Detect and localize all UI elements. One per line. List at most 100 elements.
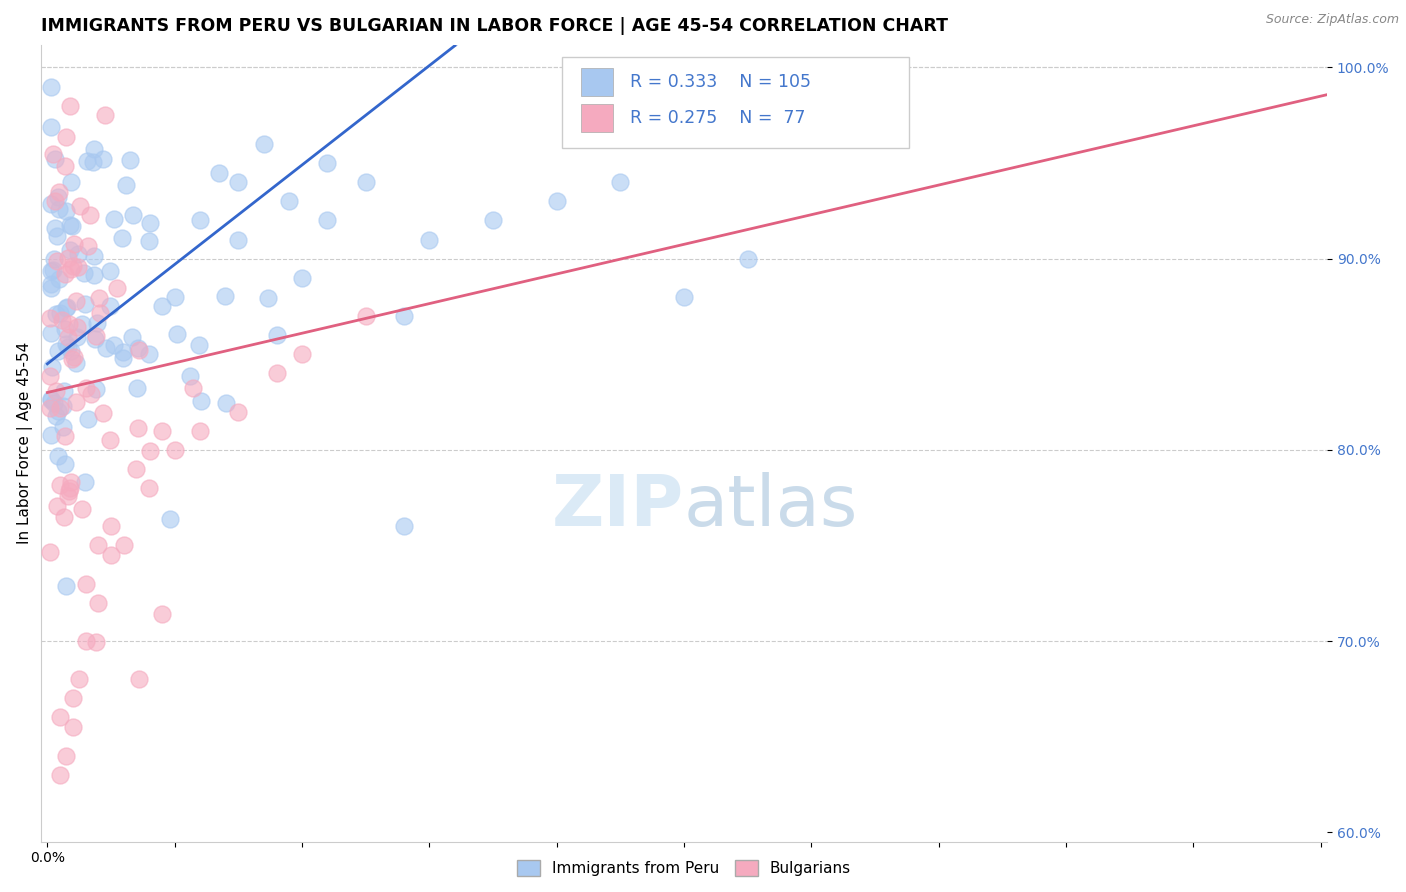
Point: [98, 298, 121, 312]
Point: [75, 634, 97, 648]
Point: [208, 165, 231, 179]
Point: [83, 268, 105, 283]
Point: [392, 309, 415, 323]
Point: [39, 392, 62, 406]
Point: [58, 317, 80, 331]
Point: [42, 252, 65, 266]
Point: [75, 381, 97, 395]
Point: [111, 351, 134, 366]
Point: [91, 406, 114, 420]
Point: [188, 213, 211, 227]
Point: [60, 176, 83, 190]
Point: [150, 299, 173, 313]
Point: [62, 260, 84, 274]
Point: [53, 322, 76, 336]
Text: ZIP: ZIP: [551, 473, 683, 541]
Point: [49, 768, 72, 782]
Point: [45, 384, 67, 399]
Point: [418, 233, 440, 247]
Point: [76, 153, 98, 168]
Point: [138, 444, 160, 458]
Point: [87, 291, 110, 305]
Point: [214, 289, 236, 303]
Point: [75, 297, 97, 311]
Point: [46, 190, 69, 204]
Point: [127, 342, 149, 356]
Point: [46, 449, 69, 463]
Point: [98, 433, 121, 447]
Point: [39, 79, 62, 94]
Point: [51, 312, 73, 326]
Point: [65, 395, 87, 409]
Point: [179, 368, 201, 383]
Point: [58, 252, 80, 266]
Point: [56, 489, 79, 503]
Point: [127, 421, 149, 435]
Point: [39, 197, 62, 211]
Point: [75, 576, 97, 591]
Point: [48, 202, 70, 217]
Point: [62, 691, 84, 706]
Point: [672, 290, 695, 304]
Point: [181, 381, 204, 395]
Point: [139, 216, 162, 230]
Point: [59, 475, 82, 490]
Point: [87, 596, 110, 610]
Point: [112, 538, 135, 552]
Point: [41, 359, 63, 374]
Point: [62, 219, 84, 233]
Point: [228, 233, 250, 247]
Point: [59, 218, 82, 232]
Point: [63, 350, 86, 364]
Point: [59, 99, 82, 113]
Point: [45, 228, 67, 243]
Text: R = 0.275    N =  77: R = 0.275 N = 77: [630, 109, 806, 127]
Point: [67, 246, 90, 260]
Point: [69, 199, 91, 213]
Point: [53, 268, 76, 282]
Point: [80, 387, 103, 401]
Text: Source: ZipAtlas.com: Source: ZipAtlas.com: [1265, 13, 1399, 27]
Point: [111, 231, 134, 245]
Point: [49, 478, 72, 492]
Point: [55, 579, 77, 593]
Point: [67, 673, 90, 687]
Point: [316, 213, 339, 227]
Point: [39, 428, 62, 442]
Point: [122, 208, 145, 222]
Point: [48, 306, 70, 320]
Point: [163, 290, 186, 304]
Point: [38, 401, 60, 416]
Point: [45, 308, 67, 322]
Point: [138, 347, 160, 361]
Point: [39, 281, 62, 295]
Point: [73, 475, 96, 490]
Point: [86, 328, 108, 343]
Point: [55, 337, 77, 351]
Point: [58, 484, 80, 499]
Point: [94, 341, 117, 355]
Point: [46, 253, 69, 268]
Point: [737, 252, 759, 266]
Point: [187, 338, 209, 352]
Point: [53, 429, 76, 443]
Point: [39, 277, 62, 291]
Point: [53, 457, 76, 471]
Point: [190, 393, 212, 408]
Point: [166, 326, 188, 341]
Point: [228, 404, 250, 418]
Point: [100, 548, 122, 562]
Point: [546, 194, 568, 209]
Point: [66, 330, 89, 344]
Point: [39, 392, 62, 407]
Point: [56, 330, 79, 344]
Point: [55, 130, 77, 145]
Point: [83, 142, 105, 156]
Point: [215, 396, 238, 410]
Point: [278, 194, 301, 209]
Point: [84, 332, 107, 346]
Point: [87, 538, 110, 552]
Point: [118, 153, 141, 167]
Point: [39, 120, 62, 134]
Point: [41, 263, 63, 277]
